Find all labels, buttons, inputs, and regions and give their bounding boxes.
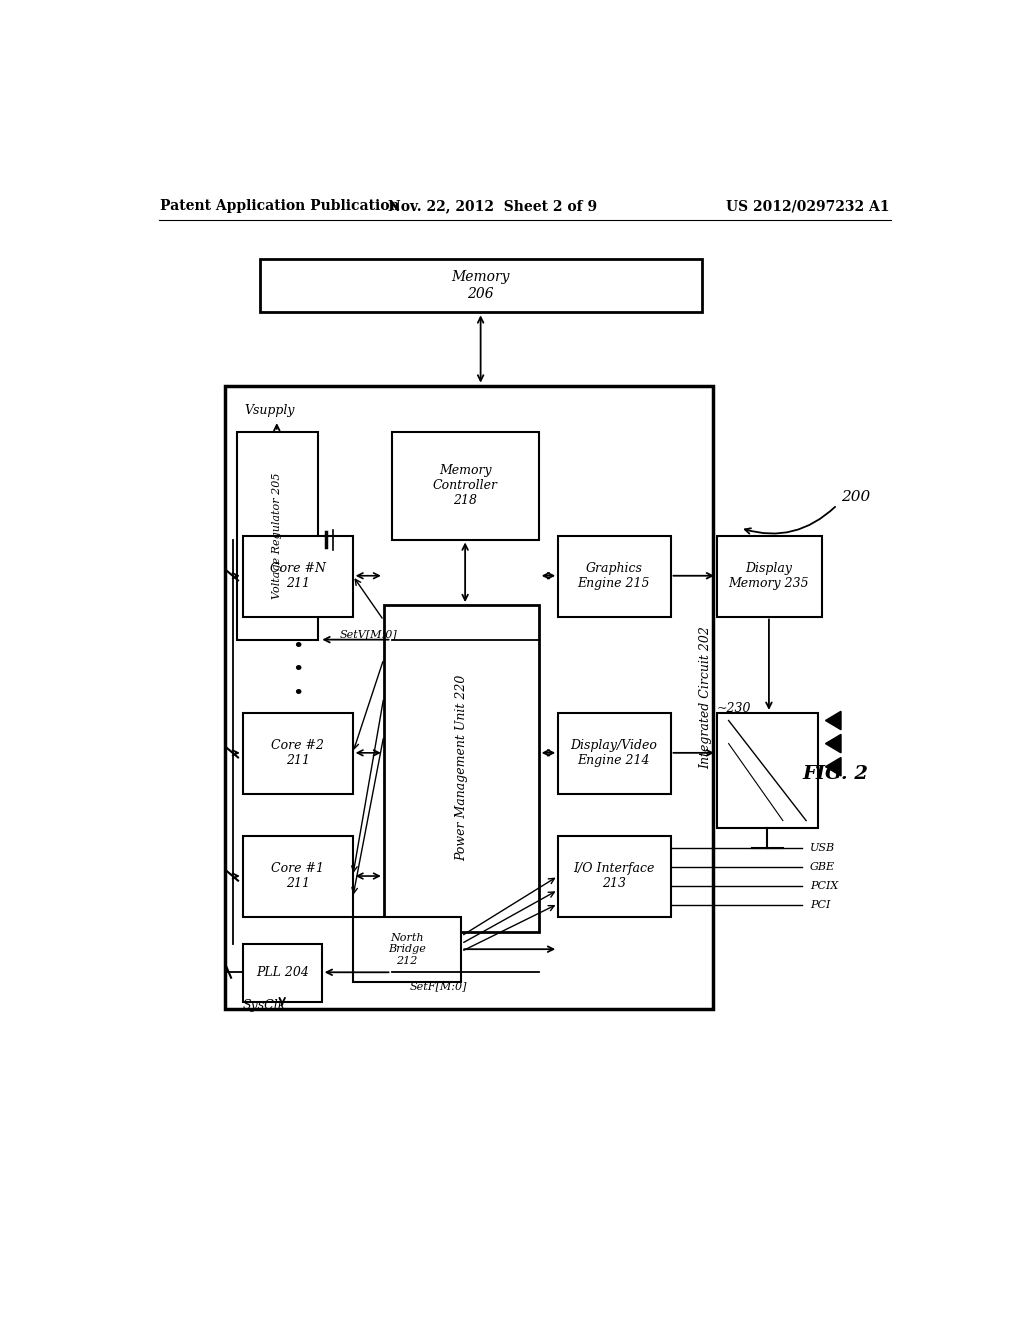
- Bar: [352, 917, 461, 982]
- Polygon shape: [825, 711, 841, 730]
- Bar: [243, 944, 322, 1002]
- Text: Vsupply: Vsupply: [245, 404, 295, 417]
- Text: North
Bridge
212: North Bridge 212: [388, 933, 426, 966]
- Text: Integrated Circuit 202: Integrated Circuit 202: [698, 626, 712, 768]
- Text: •: •: [292, 661, 303, 680]
- Text: •: •: [292, 639, 303, 656]
- Text: Patent Application Publication: Patent Application Publication: [160, 199, 399, 213]
- Bar: [558, 836, 671, 917]
- Bar: [243, 536, 352, 616]
- Bar: [391, 432, 539, 540]
- Bar: [384, 605, 539, 932]
- Text: Power Management Unit 220: Power Management Unit 220: [455, 675, 468, 862]
- Bar: [260, 259, 701, 313]
- Text: Core #1
211: Core #1 211: [271, 862, 325, 890]
- Text: Display/Video
Engine 214: Display/Video Engine 214: [570, 739, 657, 767]
- Bar: [237, 432, 317, 640]
- Polygon shape: [825, 734, 841, 752]
- Text: SetV[M:0]: SetV[M:0]: [339, 630, 397, 639]
- Text: 200: 200: [841, 490, 870, 504]
- Text: Memory
Controller
218: Memory Controller 218: [432, 465, 498, 507]
- Text: ~230: ~230: [717, 702, 752, 715]
- Text: Core #2
211: Core #2 211: [271, 739, 325, 767]
- Text: USB: USB: [810, 842, 836, 853]
- Text: US 2012/0297232 A1: US 2012/0297232 A1: [726, 199, 890, 213]
- Bar: [243, 713, 352, 793]
- Bar: [243, 836, 352, 917]
- Text: PCI: PCI: [810, 900, 830, 911]
- Text: Graphics
Engine 215: Graphics Engine 215: [578, 562, 650, 590]
- Bar: [717, 536, 821, 616]
- Text: PCIX: PCIX: [810, 880, 839, 891]
- Text: Display
Memory 235: Display Memory 235: [729, 562, 809, 590]
- Text: Voltage Regulator 205: Voltage Regulator 205: [271, 473, 282, 599]
- Text: •: •: [292, 685, 303, 702]
- Text: Core #N
211: Core #N 211: [269, 562, 326, 590]
- Bar: [558, 536, 671, 616]
- Text: Memory
206: Memory 206: [452, 271, 510, 301]
- Text: GBE: GBE: [810, 862, 836, 871]
- Text: PLL 204: PLL 204: [256, 966, 308, 979]
- Bar: [225, 385, 713, 1010]
- Text: SysClk: SysClk: [243, 999, 286, 1012]
- Text: SetF[M:0]: SetF[M:0]: [410, 981, 467, 991]
- Text: FIG. 2: FIG. 2: [802, 766, 868, 783]
- Polygon shape: [825, 758, 841, 776]
- Bar: [558, 713, 671, 793]
- Bar: [717, 713, 818, 829]
- Text: I/O Interface
213: I/O Interface 213: [573, 862, 654, 890]
- Text: Nov. 22, 2012  Sheet 2 of 9: Nov. 22, 2012 Sheet 2 of 9: [388, 199, 598, 213]
